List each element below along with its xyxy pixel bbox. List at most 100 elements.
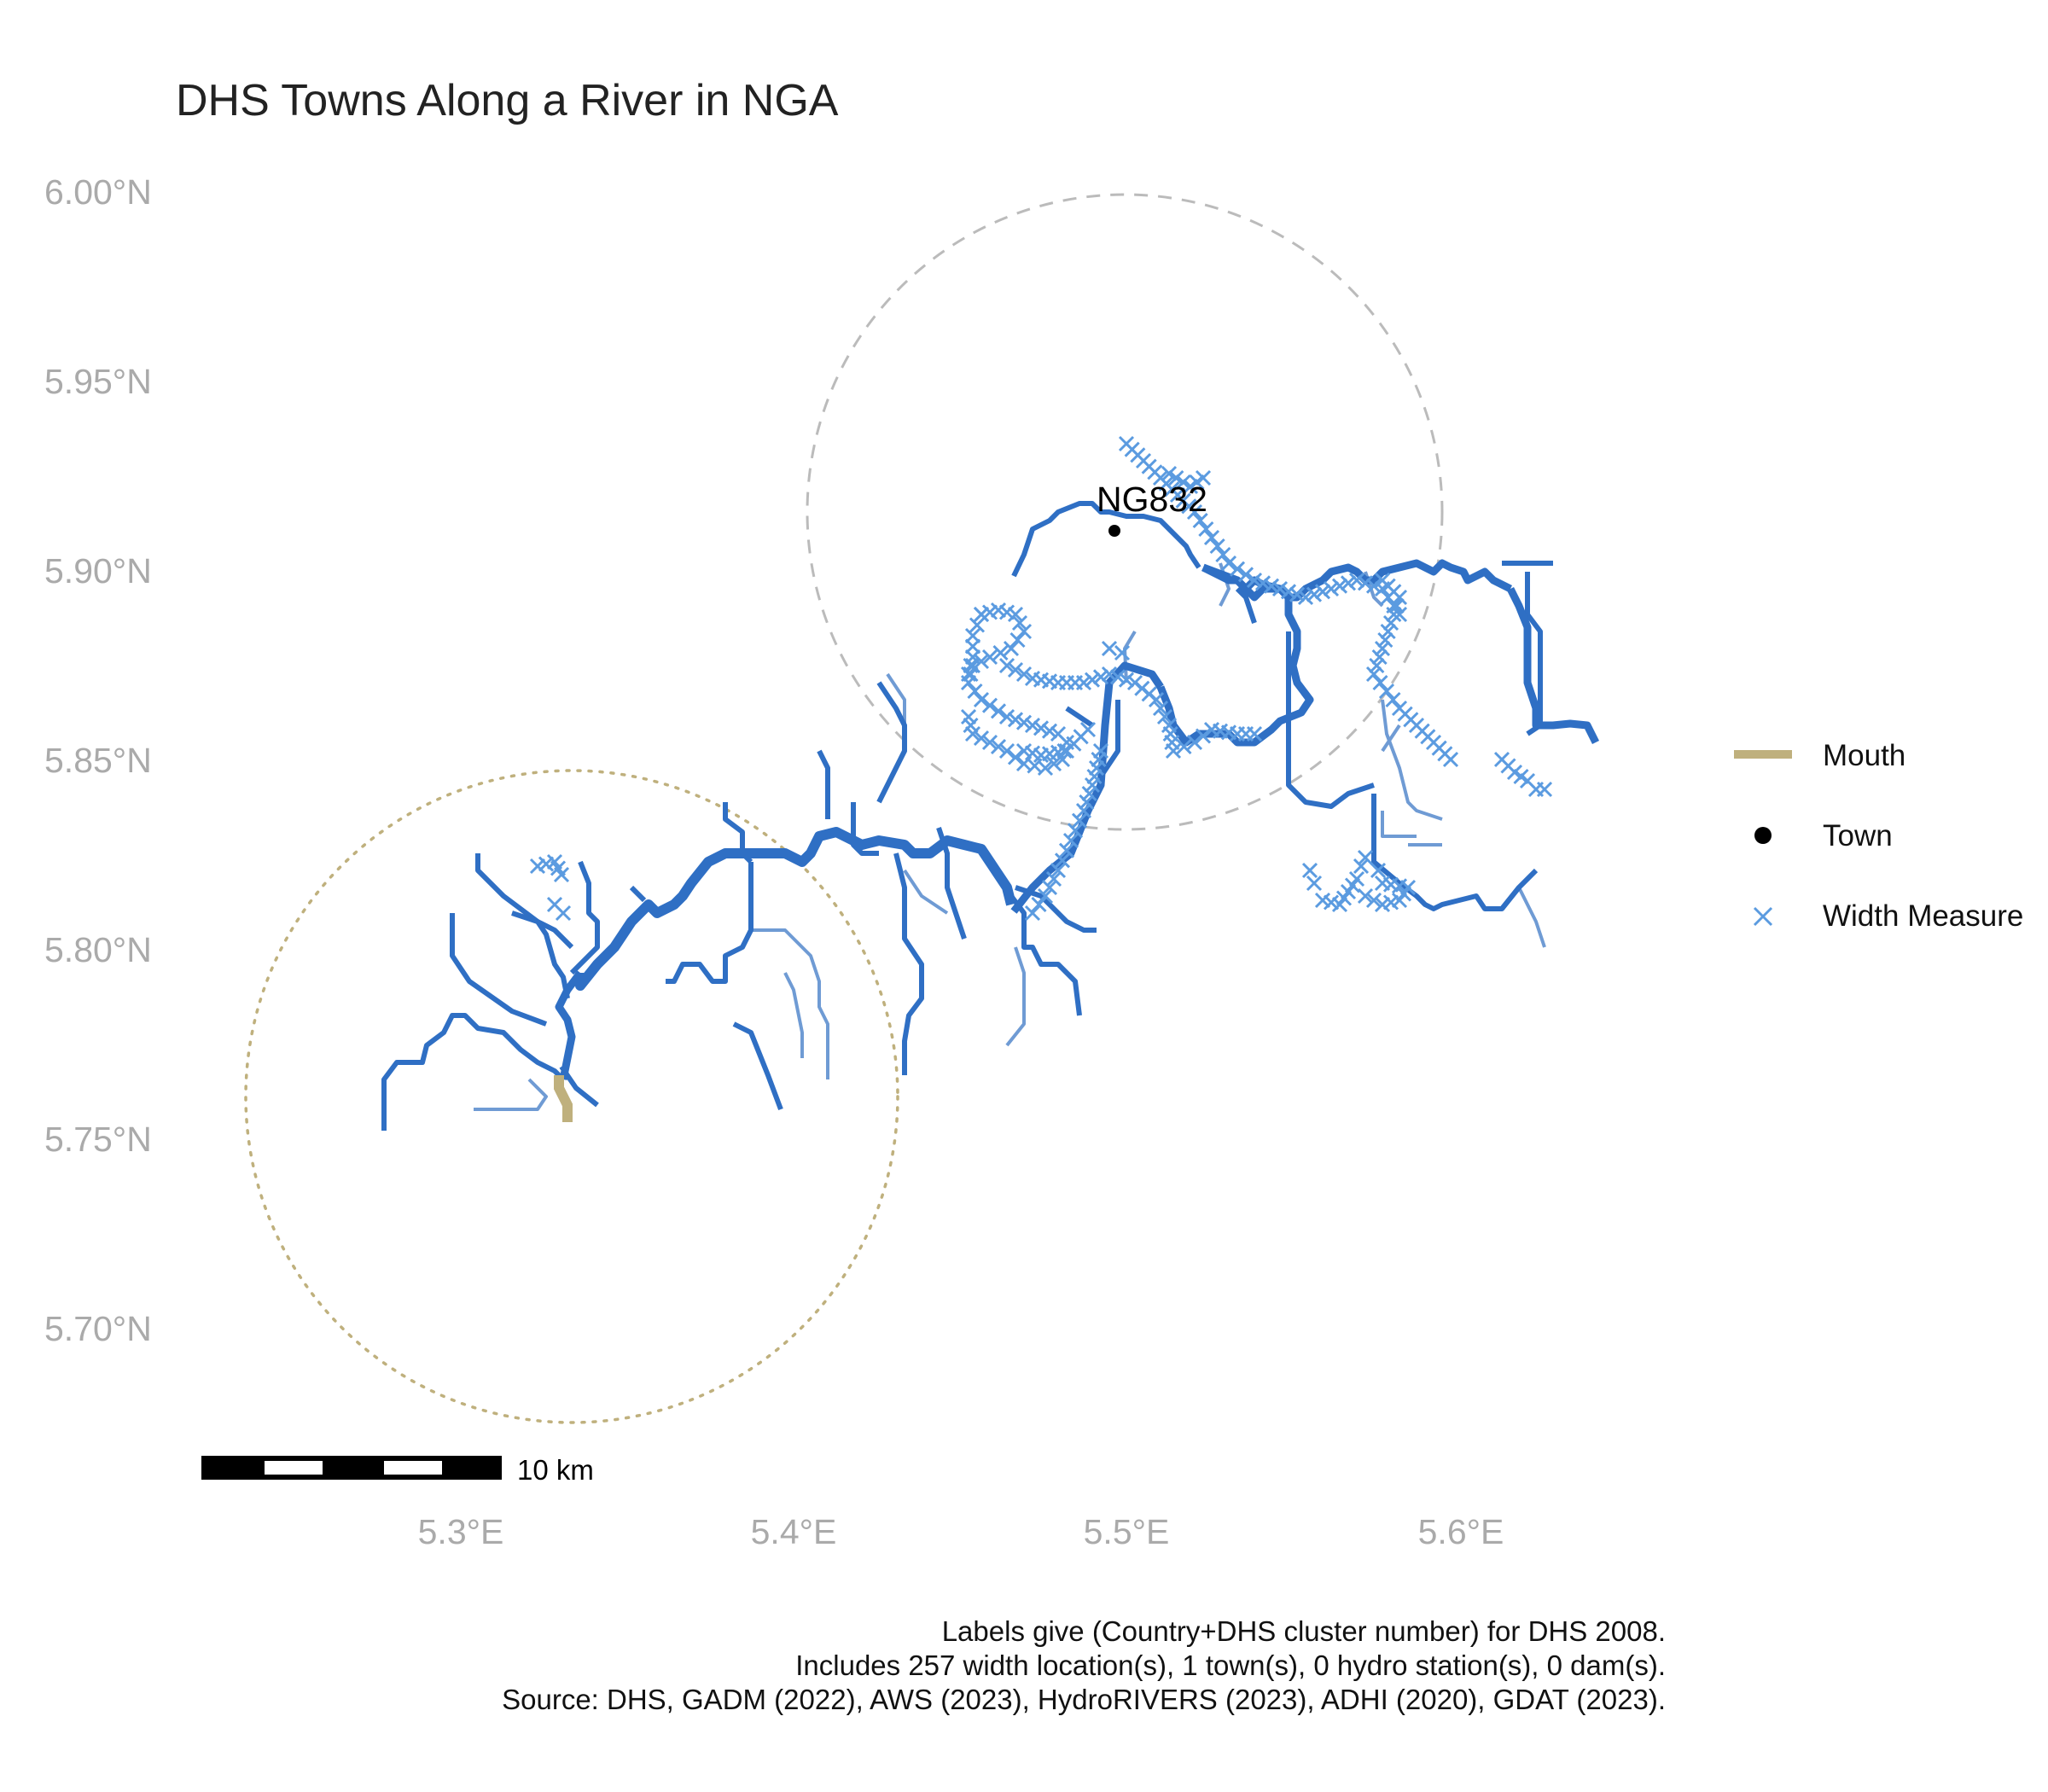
river-mouth-line [554, 1075, 573, 1122]
width-measure-marker [1007, 749, 1024, 765]
legend-item-town: Town [1823, 811, 1893, 862]
width-measure-marker [981, 649, 998, 666]
width-measure-marker [1024, 717, 1041, 734]
width-measure-marker [1015, 623, 1033, 640]
width-measure-marker [969, 617, 986, 633]
width-measure-marker [1031, 896, 1047, 913]
width-measure-marker [1015, 666, 1033, 683]
width-measure-marker [1391, 589, 1408, 606]
width-measure-marker [1246, 572, 1263, 589]
width-measure-marker [973, 730, 990, 747]
width-measure-marker [1192, 512, 1208, 529]
width-measure-marker [1442, 751, 1459, 768]
width-measure-marker [1114, 644, 1131, 661]
width-measure-marker [1079, 721, 1097, 738]
width-measure-marker [1118, 672, 1135, 688]
width-measure-marker [1041, 723, 1058, 739]
width-measure-marker [1378, 683, 1395, 700]
width-measure-marker [1024, 905, 1041, 922]
legend-keys [1734, 750, 1792, 927]
width-measure-marker [1092, 669, 1109, 685]
width-measure-marker [1365, 578, 1382, 594]
width-measure-marker [1220, 555, 1237, 572]
width-measure-marker [1148, 691, 1165, 708]
width-measure-marker [555, 905, 572, 922]
legend-key-width-measure [1753, 906, 1773, 927]
width-measure-marker [1041, 879, 1058, 896]
width-measure-marker [981, 734, 998, 751]
width-measure-marker [1348, 870, 1365, 887]
width-measure-marker [1369, 657, 1385, 674]
width-measure-marker [1388, 597, 1405, 614]
width-measure-marker [1045, 755, 1062, 772]
width-measure-marker [1377, 631, 1393, 649]
x-tick-label: 5.3°E [417, 1512, 504, 1551]
caption-line: Includes 257 width location(s), 1 town(s… [795, 1649, 1666, 1681]
width-measure-marker [1271, 580, 1289, 597]
width-measure-marker [1161, 465, 1178, 482]
width-measure-marker [1353, 858, 1370, 875]
width-measure-marker [1079, 794, 1095, 811]
width-measure-marker [1152, 700, 1169, 717]
width-measure-marker [998, 708, 1015, 725]
width-measure-marker [1186, 734, 1203, 751]
width-measure-marker [1175, 474, 1191, 491]
width-measure-marker [1331, 578, 1348, 594]
width-measure-marker [1340, 575, 1357, 591]
legend-item-width-measure: Width Measure [1823, 891, 2023, 942]
width-measure-marker [1067, 823, 1084, 839]
width-measure-marker [1176, 738, 1192, 755]
town-label: NG832 [1097, 480, 1207, 519]
width-measure-marker [1365, 666, 1382, 683]
y-tick-label: 6.00°N [44, 172, 152, 212]
width-measure-marker [992, 644, 1009, 661]
x-tick-label: 5.5°E [1083, 1512, 1170, 1551]
width-measure-marker [553, 866, 570, 883]
width-measure-marker [1301, 862, 1318, 879]
width-measure-marker [981, 697, 998, 713]
width-measure-marker [998, 742, 1015, 759]
width-measure-marker [1237, 567, 1254, 583]
width-measure-marker [960, 666, 977, 683]
width-measure-marker [1054, 852, 1071, 869]
width-measure-marker [1045, 870, 1062, 887]
width-measure-marker [1075, 674, 1092, 691]
width-measure-marker [1306, 875, 1323, 892]
width-measure-marker [1357, 887, 1374, 905]
width-measure-markers [529, 435, 1553, 922]
map-caption: Labels give (Country+DHS cluster number)… [502, 1615, 1666, 1717]
width-measure-marker [973, 691, 990, 708]
width-measure-marker [1007, 661, 1024, 678]
width-measure-marker [998, 657, 1015, 674]
width-measure-marker [1156, 708, 1173, 725]
width-measure-marker [1374, 640, 1391, 657]
width-measure-marker [1289, 586, 1306, 602]
width-measure-marker [1198, 521, 1214, 538]
width-measure-marker [1050, 862, 1067, 879]
width-measure-marker [1280, 584, 1297, 600]
width-measure-marker [1382, 614, 1399, 631]
width-measure-marker [1209, 538, 1225, 555]
width-measure-marker [1229, 561, 1246, 577]
width-measure-marker [1297, 589, 1314, 606]
width-measure-marker [960, 708, 977, 725]
width-measure-marker [1084, 672, 1101, 688]
caption-line: Labels give (Country+DHS cluster number)… [941, 1615, 1666, 1647]
y-tick-label: 5.80°N [44, 930, 152, 969]
width-measure-marker [1081, 785, 1097, 802]
width-measure-marker [967, 683, 983, 700]
y-tick-label: 5.90°N [44, 551, 152, 591]
width-measure-marker [1246, 725, 1263, 742]
width-measure-marker [1009, 631, 1026, 649]
y-tick-label: 5.95°N [44, 362, 152, 401]
legend-label: Mouth [1823, 739, 1906, 772]
caption-line: Source: DHS, GADM (2022), AWS (2023), Hy… [502, 1684, 1666, 1715]
width-measure-marker [1357, 849, 1374, 866]
town-point [1108, 525, 1120, 537]
legend-label: Town [1823, 819, 1893, 852]
width-measure-marker [1165, 742, 1182, 759]
width-measure-marker [1215, 546, 1231, 563]
width-measure-marker [1536, 781, 1553, 798]
width-measure-marker [1058, 842, 1075, 858]
river-tributaries-minor [474, 562, 1546, 1111]
